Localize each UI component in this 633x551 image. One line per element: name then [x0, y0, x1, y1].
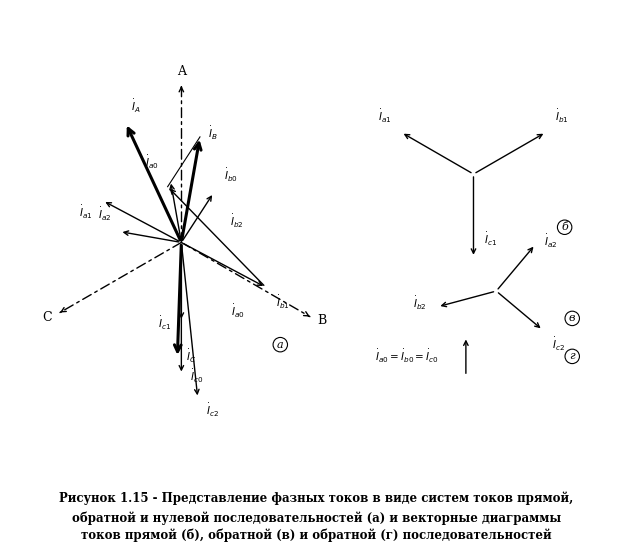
Text: а: а [277, 339, 284, 350]
Text: $\dot{I}_{b1}$: $\dot{I}_{b1}$ [276, 294, 289, 311]
Text: $\dot{I}_C$: $\dot{I}_C$ [185, 348, 196, 365]
Text: $\dot{I}_{b2}$: $\dot{I}_{b2}$ [413, 295, 427, 312]
Text: $\dot{I}_{b2}$: $\dot{I}_{b2}$ [230, 213, 244, 230]
Text: в: в [569, 314, 575, 323]
Text: $\dot{I}_{b0}$: $\dot{I}_{b0}$ [223, 168, 237, 185]
Text: $\dot{I}_{a1}$: $\dot{I}_{a1}$ [79, 204, 93, 221]
Text: г: г [570, 352, 575, 361]
Text: $\dot{I}_B$: $\dot{I}_B$ [208, 125, 218, 142]
Text: $\dot{I}_{c0}$: $\dot{I}_{c0}$ [190, 368, 203, 385]
Text: $\dot{I}_{c2}$: $\dot{I}_{c2}$ [206, 402, 219, 419]
Text: $\dot{I}_{b1}$: $\dot{I}_{b1}$ [555, 107, 568, 125]
Text: $\dot{I}_{a2}$: $\dot{I}_{a2}$ [98, 206, 111, 223]
Text: Рисунок 1.15 - Представление фазных токов в виде систем токов прямой,: Рисунок 1.15 - Представление фазных токо… [60, 492, 573, 505]
Text: A: A [177, 64, 186, 78]
Text: б: б [561, 222, 568, 233]
Text: C: C [42, 311, 51, 324]
Text: $\dot{I}_{c2}$: $\dot{I}_{c2}$ [552, 336, 565, 353]
Text: B: B [317, 314, 326, 327]
Text: $\dot{I}_{a2}$: $\dot{I}_{a2}$ [544, 233, 558, 250]
Text: $\dot{I}_{a0}$: $\dot{I}_{a0}$ [231, 303, 244, 320]
Text: $\dot{I}_{a0}=\dot{I}_{b0}=\dot{I}_{c0}$: $\dot{I}_{a0}=\dot{I}_{b0}=\dot{I}_{c0}$ [375, 348, 439, 365]
Text: $\dot{I}_A$: $\dot{I}_A$ [130, 98, 140, 115]
Text: токов прямой (б), обратной (в) и обратной (г) последовательностей: токов прямой (б), обратной (в) и обратно… [81, 529, 552, 542]
Text: обратной и нулевой последовательностей (а) и векторные диаграммы: обратной и нулевой последовательностей (… [72, 511, 561, 525]
Text: $\dot{I}_{a1}$: $\dot{I}_{a1}$ [379, 107, 392, 125]
Text: $\dot{I}_{c1}$: $\dot{I}_{c1}$ [158, 315, 172, 332]
Text: $\dot{I}_{c1}$: $\dot{I}_{c1}$ [484, 231, 498, 248]
Text: $\dot{I}_{a0}$: $\dot{I}_{a0}$ [145, 154, 159, 171]
